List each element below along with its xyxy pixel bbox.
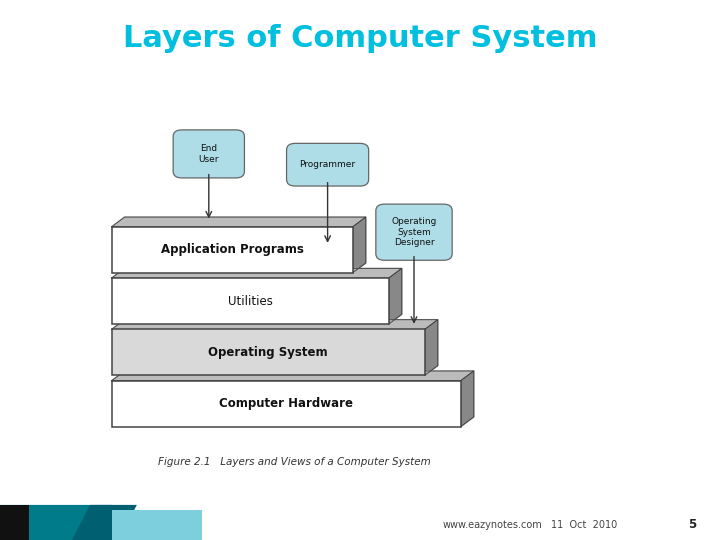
Polygon shape <box>425 320 438 375</box>
Text: www.eazynotes.com: www.eazynotes.com <box>443 520 543 530</box>
FancyBboxPatch shape <box>287 144 369 186</box>
Polygon shape <box>112 320 438 329</box>
Text: Utilities: Utilities <box>228 294 273 308</box>
Text: Operating
System
Designer: Operating System Designer <box>391 217 437 247</box>
FancyBboxPatch shape <box>376 204 452 260</box>
Polygon shape <box>112 217 366 227</box>
Polygon shape <box>112 510 202 540</box>
Bar <box>112 278 389 324</box>
FancyBboxPatch shape <box>173 130 245 178</box>
Text: Operating System: Operating System <box>208 346 328 359</box>
Text: 5: 5 <box>688 518 696 531</box>
Bar <box>112 329 425 375</box>
Polygon shape <box>353 217 366 273</box>
Polygon shape <box>112 371 474 381</box>
Text: End
User: End User <box>199 144 219 164</box>
Polygon shape <box>0 505 112 540</box>
Text: Layers of Computer System: Layers of Computer System <box>122 24 598 53</box>
Text: Programmer: Programmer <box>300 160 356 169</box>
Polygon shape <box>461 371 474 427</box>
Polygon shape <box>389 268 402 324</box>
Text: 11  Oct  2010: 11 Oct 2010 <box>551 520 617 530</box>
Bar <box>112 381 461 427</box>
Bar <box>112 227 353 273</box>
Polygon shape <box>112 268 402 278</box>
Text: Figure 2.1   Layers and Views of a Computer System: Figure 2.1 Layers and Views of a Compute… <box>158 457 431 467</box>
Text: Application Programs: Application Programs <box>161 243 304 256</box>
Polygon shape <box>0 505 29 540</box>
Polygon shape <box>72 505 137 540</box>
Text: Computer Hardware: Computer Hardware <box>219 397 354 410</box>
